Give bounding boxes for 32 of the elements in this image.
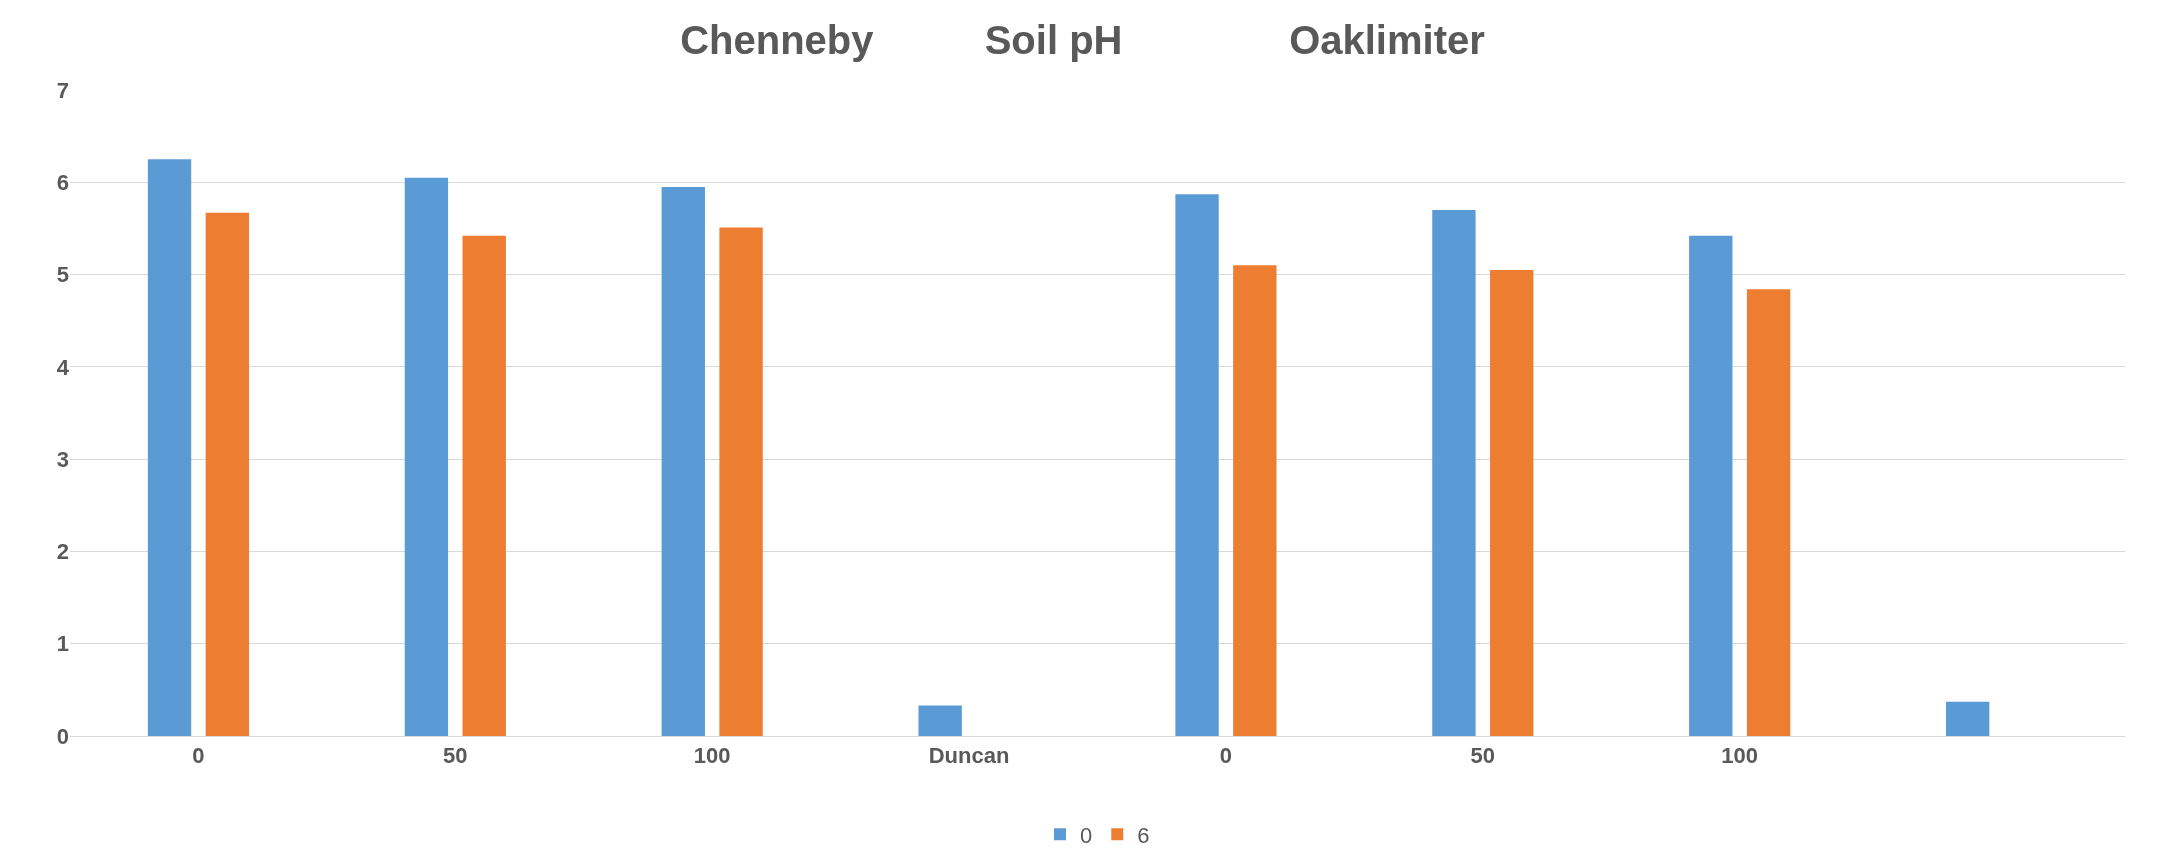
y-tick-label: 1 — [56, 631, 69, 657]
bar — [1490, 269, 1534, 736]
bar — [1689, 235, 1733, 736]
bar — [1175, 194, 1219, 736]
legend-label: 6 — [1137, 822, 1150, 848]
x-tick-label: 50 — [1470, 743, 1496, 769]
x-tick-label: 100 — [1721, 743, 1759, 769]
bar — [1432, 209, 1476, 736]
bar — [661, 186, 705, 736]
y-tick-label: 2 — [56, 539, 69, 565]
y-tick-label: 4 — [56, 354, 70, 380]
x-tick-label: Duncan — [928, 743, 1010, 769]
y-tick-label: 0 — [56, 723, 69, 749]
y-tick-label: 3 — [56, 446, 69, 472]
bar — [404, 177, 449, 736]
x-tick-label: 0 — [1219, 743, 1233, 769]
bar — [1945, 701, 1990, 736]
bar — [1233, 265, 1277, 736]
bar — [462, 235, 506, 736]
x-tick-label: 0 — [192, 743, 205, 769]
x-tick-label: 100 — [693, 743, 731, 769]
y-tick-label: 5 — [56, 262, 69, 288]
bar — [719, 227, 763, 736]
y-tick-label: 7 — [56, 77, 69, 103]
chart-title: Chenneby Soil pH Oaklimiter — [680, 18, 1485, 63]
bar — [147, 159, 192, 736]
x-tick-label: 50 — [443, 743, 468, 769]
bar — [918, 705, 962, 736]
bar — [205, 212, 250, 736]
bar — [1746, 289, 1791, 736]
legend-label: 0 — [1080, 822, 1093, 848]
y-tick-label: 6 — [56, 169, 69, 195]
